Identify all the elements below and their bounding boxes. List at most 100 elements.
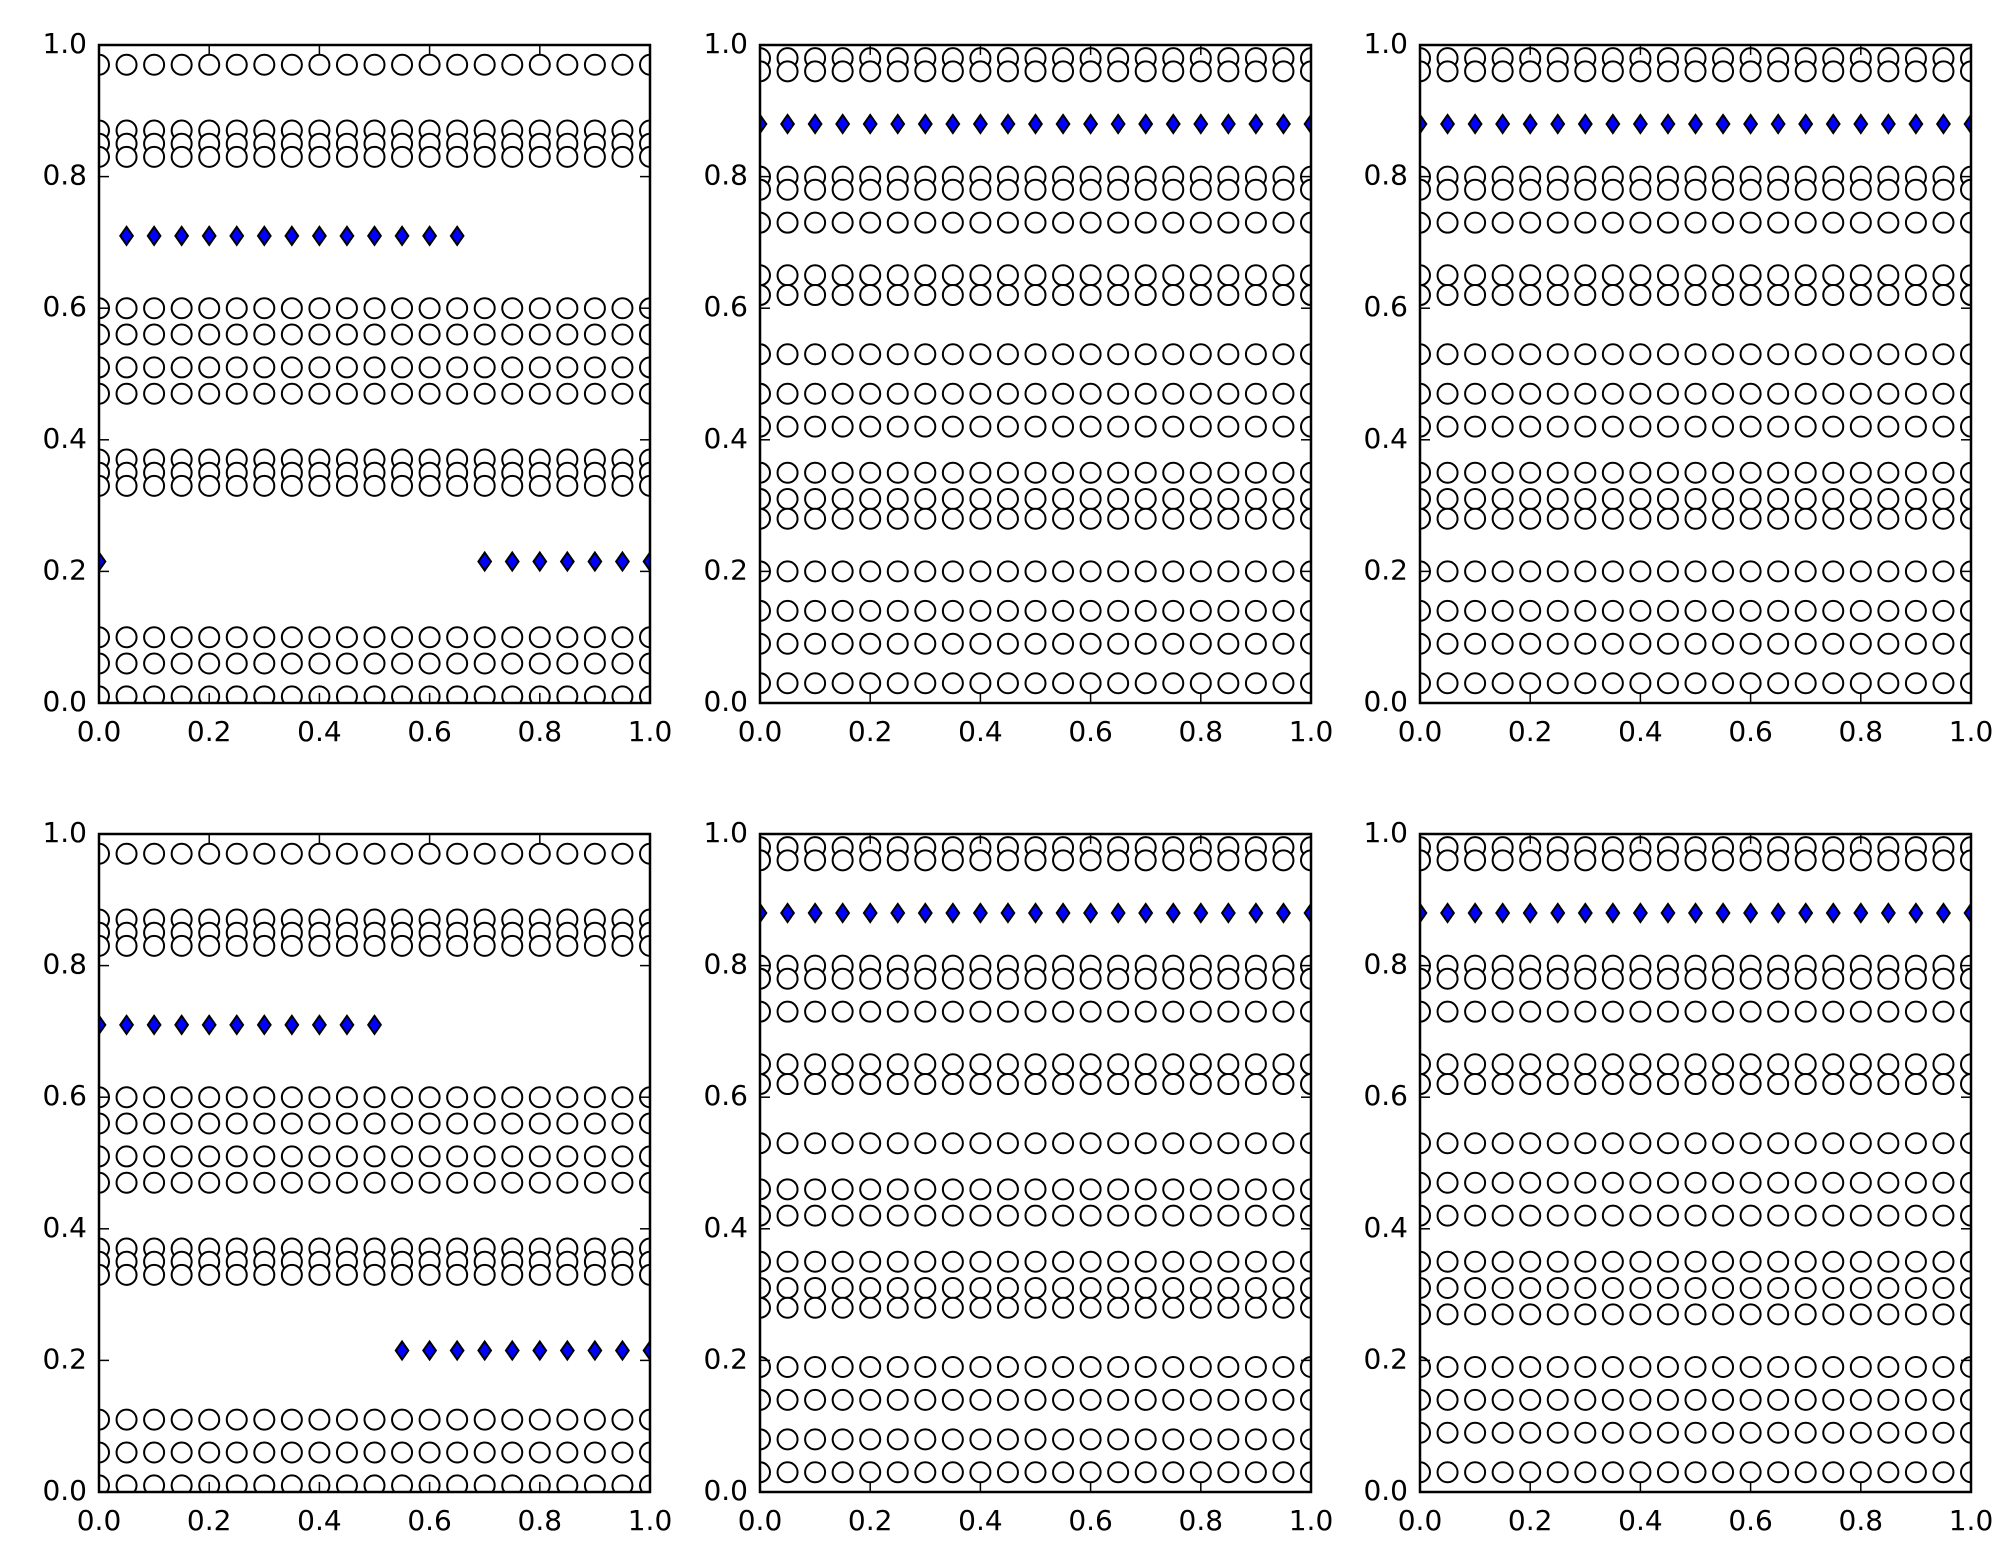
circle-point (776, 1204, 799, 1227)
circle-point (1822, 343, 1845, 366)
circle-point (1739, 211, 1762, 234)
circle-point (556, 474, 579, 497)
circle-point (760, 264, 771, 287)
circle-point (446, 1408, 469, 1431)
circle-point (1877, 967, 1900, 990)
circle-point (143, 297, 166, 320)
circle-point (1189, 488, 1212, 511)
circle-point (99, 382, 110, 405)
circle-point (1189, 849, 1212, 872)
circle-point (776, 1000, 799, 1023)
x-tick-label: 1.0 (1289, 715, 1334, 748)
circle-point (1960, 967, 1971, 990)
circle-point (1904, 507, 1927, 530)
circle-point (391, 626, 414, 649)
circle-point (1519, 178, 1542, 201)
circle-point (886, 1204, 909, 1227)
circle-point (1162, 1053, 1185, 1076)
circle-point (1217, 264, 1240, 287)
circle-point (1629, 967, 1652, 990)
circle-point (1134, 1296, 1157, 1319)
circle-point (1601, 560, 1624, 583)
circle-point (1052, 264, 1075, 287)
circle-point (1079, 560, 1102, 583)
circle-point (1244, 599, 1267, 622)
circle-point (1684, 1303, 1707, 1326)
circle-point (583, 1145, 606, 1168)
circle-point (1656, 60, 1679, 83)
circle-point (335, 1441, 358, 1464)
circle-point (1217, 967, 1240, 990)
circle-point (1107, 1461, 1130, 1484)
circle-point (804, 1355, 827, 1378)
circle-point (253, 474, 276, 497)
circle-point (253, 53, 276, 76)
circle-point (1189, 60, 1212, 83)
circle-point (363, 1408, 386, 1431)
circle-point (1877, 1132, 1900, 1155)
circle-point (198, 1086, 221, 1109)
circle-point (1877, 1355, 1900, 1378)
circle-point (1519, 599, 1542, 622)
circle-point (391, 323, 414, 346)
circle-point (941, 849, 964, 872)
circle-point (1849, 1204, 1872, 1227)
circle-point (1134, 507, 1157, 530)
circle-point (776, 1355, 799, 1378)
circle-point (556, 1474, 579, 1492)
circle-point (1491, 415, 1514, 438)
circle-point (1162, 849, 1185, 872)
circle-point (363, 626, 386, 649)
circle-point (1464, 967, 1487, 990)
circle-point (1767, 1204, 1790, 1227)
y-tick-label: 0.8 (42, 948, 87, 981)
circle-point (1574, 560, 1597, 583)
circle-point (583, 1408, 606, 1431)
circle-point (1134, 1073, 1157, 1096)
circle-point (1436, 1073, 1459, 1096)
circle-point (1629, 1250, 1652, 1273)
circle-point (776, 672, 799, 695)
circle-point (831, 507, 854, 530)
circle-point (1960, 1303, 1971, 1326)
circle-point (1794, 1421, 1817, 1444)
circle-point (253, 1408, 276, 1431)
circle-point (1960, 1073, 1971, 1096)
circle-point (1024, 1000, 1047, 1023)
circle-point (886, 415, 909, 438)
circle-point (859, 672, 882, 695)
circle-point (1079, 284, 1102, 307)
circle-point (1162, 178, 1185, 201)
diamond-point (642, 1339, 650, 1362)
circle-point (1464, 560, 1487, 583)
circle-point (969, 1132, 992, 1155)
circle-point (859, 488, 882, 511)
circle-point (1217, 488, 1240, 511)
circle-point (1491, 967, 1514, 990)
circle-point (1272, 1000, 1295, 1023)
circle-point (776, 507, 799, 530)
y-tick-label: 0.6 (703, 1079, 748, 1112)
circle-point (1420, 1204, 1431, 1227)
circle-point (969, 60, 992, 83)
circle-point (1629, 1171, 1652, 1194)
circle-point (1300, 632, 1311, 655)
circle-point (1300, 1296, 1311, 1319)
circle-point (556, 1112, 579, 1135)
circle-point (363, 685, 386, 703)
circle-point (1244, 632, 1267, 655)
circle-point (583, 145, 606, 168)
x-tick-label: 0.8 (1839, 715, 1884, 748)
circle-point (99, 1441, 110, 1464)
circle-point (831, 632, 854, 655)
circle-point (1656, 264, 1679, 287)
circle-point (1464, 60, 1487, 83)
circle-point (776, 1250, 799, 1273)
circle-point (1794, 1053, 1817, 1076)
circle-point (1932, 1250, 1955, 1273)
circle-point (1420, 632, 1431, 655)
circle-point (528, 53, 551, 76)
circle-point (308, 145, 331, 168)
y-tick-label: 0.6 (703, 290, 748, 323)
circle-point (914, 632, 937, 655)
